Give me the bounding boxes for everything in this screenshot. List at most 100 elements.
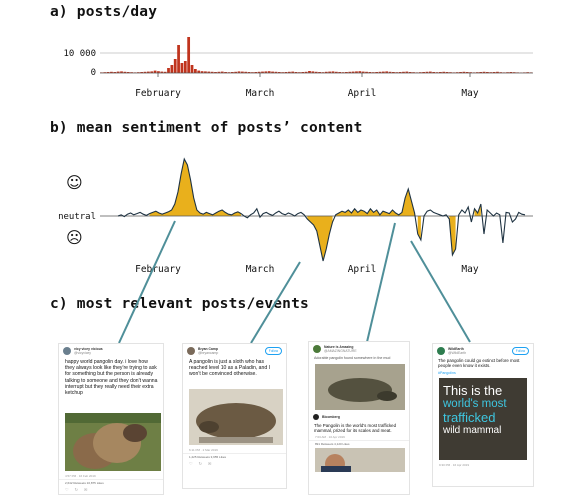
x-tick-label-a-2: April [348,88,377,99]
sentiment-area-fills [149,159,481,261]
x-tick-label-b-2: April [348,264,377,275]
section-title-sentiment: b) mean sentiment of posts’ content [50,120,363,136]
tweet-card-4[interactable]: WildEarth @WildEarth Follow The pangolin… [432,343,534,487]
tweet-stats: 891 Retweets 4,120 Likes [309,440,409,447]
bar-day-99 [432,72,436,73]
bar-day-85 [385,71,389,73]
tweet-stats: 2,642 Retweets 10,875 Likes [59,479,163,486]
tweet-meta: 7:03 AM · 10 Apr 2019 [315,435,345,439]
bar-day-92 [408,72,412,73]
sentiment-area-2 [335,189,415,216]
bar-day-26 [187,37,191,73]
bar-day-31 [204,71,207,73]
poster-line-3: trafficked [443,410,496,426]
bar-day-16 [153,70,157,73]
smiley-face-icon: ☺ [66,173,83,192]
bar-day-87 [392,72,395,73]
bar-day-64 [314,71,318,73]
section-title-posts-per-day: a) posts/day [50,4,158,20]
pangolin-photo [315,363,405,410]
y-tick-label-10000: 10 000 [63,49,96,59]
bar-day-25 [183,61,187,73]
bar-day-50 [267,71,271,73]
bar-day-2 [106,72,110,73]
bar-day-75 [351,71,355,73]
bar-day-44 [247,72,251,73]
sentiment-area-1 [307,216,333,261]
tweet-text: The pangolin could go extinct before mos… [438,358,520,369]
follow-button[interactable]: Follow [511,347,529,355]
tweet-author-handle: @vicyvicey [74,351,92,355]
tweet-card-2[interactable]: Bryan Camp @bryancamp Follow A pangolin … [182,343,287,489]
bar-day-53 [277,72,281,73]
bar-day-37 [224,72,227,73]
tweet-meta: 4:57 PM · 16 Feb 2019 [65,474,96,478]
x-ticks-a: February March April May [135,73,479,99]
connector-2 [250,261,301,344]
poster-line-1: This is the [443,383,503,399]
bar-day-48 [261,71,264,73]
bar-day-56 [287,71,291,73]
bar-day-27 [190,65,194,73]
bar-day-84 [381,71,385,73]
pangolin-photo [65,413,161,471]
bar-day-20 [167,68,170,73]
bar-day-69 [331,71,335,73]
bar-day-39 [230,72,234,73]
bar-day-47 [257,71,261,73]
bar-day-107 [459,72,462,73]
follow-button[interactable]: Follow [264,347,282,355]
bar-day-5 [116,71,120,73]
bar-day-13 [143,71,147,73]
connector-lines [118,220,471,344]
tweet-actions[interactable]: ♡↻✉ [189,461,218,466]
bar-day-15 [150,71,154,73]
poster-line-4: wild mammal [443,425,502,437]
sad-face-icon: ☹ [66,228,83,247]
trafficking-poster: This is the world's most trafficked wild… [439,378,527,461]
bar-day-62 [308,71,311,73]
bar-day-6 [120,71,123,73]
bar-day-14 [146,71,150,73]
bar-day-46 [254,72,258,73]
sentiment-area-3 [417,216,421,240]
bar-day-63 [311,71,315,73]
bar-day-118 [496,71,499,73]
bar-day-40 [234,71,238,73]
bar-day-33 [210,71,214,73]
bar-day-101 [439,72,442,73]
bar-day-35 [217,71,221,73]
bar-day-29 [197,70,201,73]
tweet-actions[interactable]: ♡↻✉ [65,487,94,492]
section-title-relevant-posts: c) most relevant posts/events [50,296,309,312]
bar-day-32 [207,71,211,73]
x-tick-label-a-1: March [246,88,275,99]
bar-day-74 [348,71,352,73]
bar-day-86 [388,71,392,73]
bar-day-34 [214,72,217,73]
bar-day-82 [375,72,378,73]
tweet-stats: 1,225 Retweets 3,955 Likes [183,453,286,460]
tweet-card-1[interactable]: vicy vicey vicious @vicyvicey happy worl… [58,343,164,495]
bar-day-23 [177,45,180,73]
tweet-author-handle: @AMAZINGNATURE [324,349,357,353]
bar-day-98 [428,71,432,73]
bar-day-71 [338,72,342,73]
bar-day-51 [271,71,274,73]
bar-day-67 [324,71,328,73]
x-ticks-b: February March April May [135,264,479,275]
tweet-author-name: WildEarth [448,347,464,351]
sentiment-chart: neutral February March April May [58,157,533,275]
tweet-card-3[interactable]: Nature is Amazing @AMAZINGNATURE Adorabl… [308,341,410,495]
bar-day-7 [123,71,127,73]
tweet-text: Adorable pangolin found somewhere in the… [314,356,391,360]
quoted-author-name: Bloomberg [322,414,340,419]
tweet-author-handle: @bryancamp [198,351,219,355]
avatar [63,347,71,355]
x-tick-label-b-1: March [246,264,275,275]
bar-day-102 [442,71,446,73]
bar-day-19 [163,71,167,73]
tweet-hashtag: #Pangolins [438,370,456,375]
avatar [313,413,319,420]
posts-per-day-chart: 10 000 0 February March April May [63,37,533,99]
